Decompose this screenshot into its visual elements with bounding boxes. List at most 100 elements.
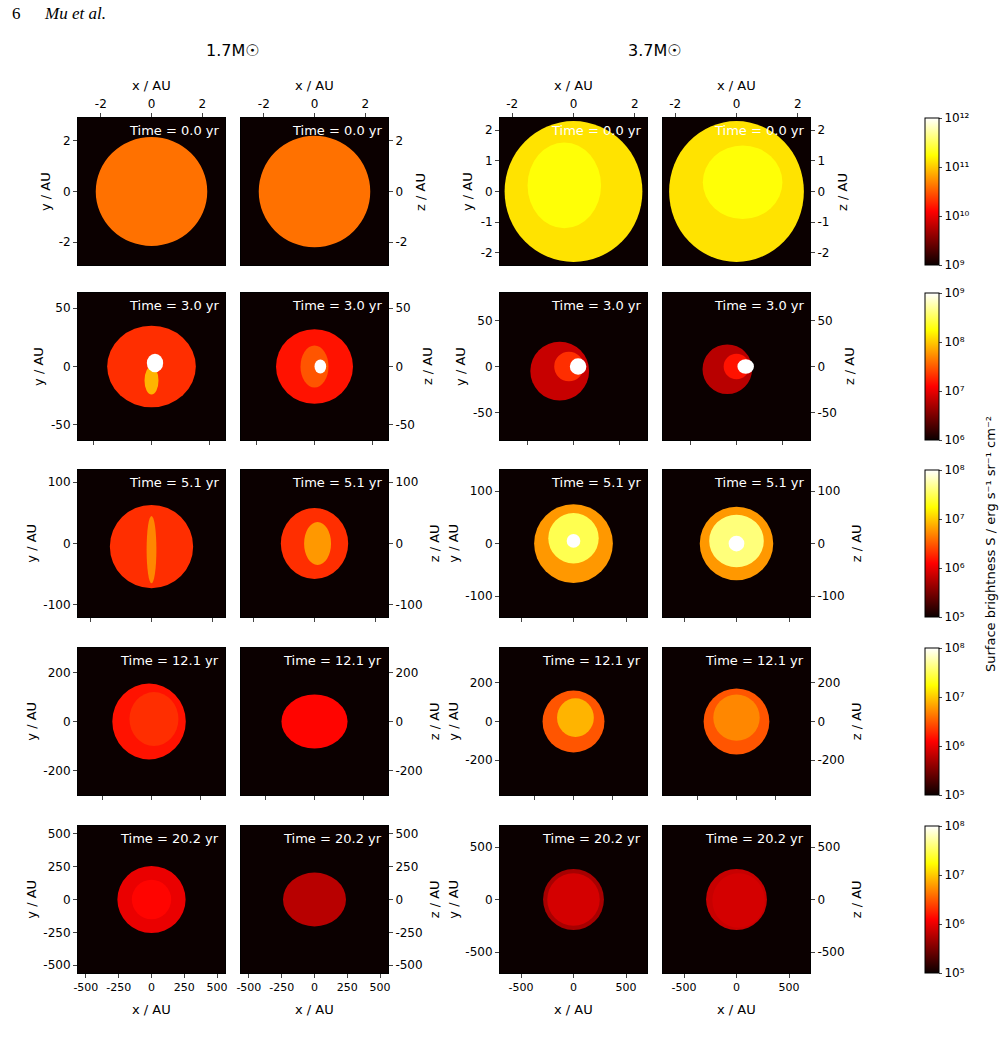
svg-text:Time = 3.0 yr: Time = 3.0 yr [551, 298, 641, 313]
svg-text:Time = 0.0 yr: Time = 0.0 yr [129, 123, 219, 138]
svg-text:50: 50 [477, 314, 492, 328]
svg-text:z / AU: z / AU [835, 173, 850, 211]
svg-text:x / AU: x / AU [295, 1002, 334, 1017]
svg-text:500: 500 [817, 840, 840, 854]
svg-text:0: 0 [485, 893, 493, 907]
svg-text:z / AU: z / AU [427, 524, 442, 562]
svg-text:x / AU: x / AU [554, 1002, 593, 1017]
svg-text:x / AU: x / AU [295, 78, 334, 93]
svg-text:200: 200 [817, 676, 840, 690]
svg-text:0: 0 [570, 981, 577, 994]
svg-text:Time = 5.1 yr: Time = 5.1 yr [129, 475, 219, 490]
svg-text:0: 0 [733, 981, 740, 994]
svg-text:0: 0 [63, 360, 71, 374]
svg-text:10⁷: 10⁷ [944, 512, 964, 526]
svg-text:-250: -250 [43, 926, 70, 940]
svg-text:Time = 5.1 yr: Time = 5.1 yr [714, 475, 804, 490]
svg-text:Time = 3.0 yr: Time = 3.0 yr [714, 298, 804, 313]
svg-text:10⁸: 10⁸ [944, 335, 964, 349]
svg-text:z / AU: z / AU [427, 880, 442, 918]
svg-text:2: 2 [794, 97, 802, 111]
svg-text:10¹¹: 10¹¹ [944, 160, 969, 174]
svg-text:-2: -2 [506, 97, 518, 111]
svg-text:-500: -500 [465, 945, 492, 959]
svg-text:x / AU: x / AU [717, 78, 756, 93]
svg-text:Time = 5.1 yr: Time = 5.1 yr [551, 475, 641, 490]
svg-text:500: 500 [616, 981, 637, 994]
svg-text:Time = 0.0 yr: Time = 0.0 yr [551, 123, 641, 138]
svg-text:500: 500 [779, 981, 800, 994]
svg-text:Time = 12.1 yr: Time = 12.1 yr [542, 653, 641, 668]
svg-text:y / AU: y / AU [31, 347, 46, 386]
svg-text:0: 0 [311, 981, 318, 994]
svg-text:10⁹: 10⁹ [944, 258, 964, 272]
svg-text:2: 2 [198, 97, 206, 111]
svg-text:z / AU: z / AU [842, 347, 857, 385]
svg-text:2: 2 [485, 123, 493, 137]
svg-text:-1: -1 [817, 215, 829, 229]
svg-text:y / AU: y / AU [38, 172, 53, 211]
svg-text:10⁸: 10⁸ [944, 463, 964, 477]
svg-text:Time = 12.1 yr: Time = 12.1 yr [705, 653, 804, 668]
svg-text:10⁷: 10⁷ [944, 690, 964, 704]
svg-text:Time = 20.2 yr: Time = 20.2 yr [542, 831, 641, 846]
svg-text:500: 500 [48, 827, 71, 841]
svg-text:Time = 20.2 yr: Time = 20.2 yr [120, 831, 219, 846]
svg-text:6: 6 [12, 4, 21, 23]
svg-text:-250: -250 [269, 981, 294, 994]
svg-text:z / AU: z / AU [849, 880, 864, 918]
svg-text:50: 50 [817, 314, 832, 328]
svg-text:10⁸: 10⁸ [944, 819, 964, 833]
svg-text:-50: -50 [51, 418, 71, 432]
svg-text:10⁷: 10⁷ [944, 868, 964, 882]
svg-text:x / AU: x / AU [132, 78, 171, 93]
svg-text:y / AU: y / AU [24, 524, 39, 563]
svg-text:10⁶: 10⁶ [944, 561, 964, 575]
svg-text:500: 500 [470, 840, 493, 854]
svg-text:0: 0 [485, 537, 493, 551]
svg-text:x / AU: x / AU [132, 1002, 171, 1017]
svg-text:0: 0 [817, 715, 825, 729]
svg-text:10⁶: 10⁶ [944, 917, 964, 931]
svg-text:0: 0 [485, 715, 493, 729]
svg-text:200: 200 [470, 676, 493, 690]
svg-text:-2: -2 [95, 97, 107, 111]
svg-text:-200: -200 [465, 753, 492, 767]
svg-text:0: 0 [485, 185, 493, 199]
svg-text:z / AU: z / AU [413, 173, 428, 211]
svg-text:10⁶: 10⁶ [944, 739, 964, 753]
svg-text:10¹⁰: 10¹⁰ [944, 209, 969, 223]
svg-text:1.7M☉: 1.7M☉ [206, 41, 260, 60]
svg-text:y / AU: y / AU [446, 524, 461, 563]
svg-text:0: 0 [817, 360, 825, 374]
svg-text:-100: -100 [465, 589, 492, 603]
svg-text:-250: -250 [395, 926, 422, 940]
svg-text:3.7M☉: 3.7M☉ [628, 41, 682, 60]
svg-text:y / AU: y / AU [446, 880, 461, 919]
svg-text:-2: -2 [481, 246, 493, 260]
svg-text:2: 2 [631, 97, 639, 111]
svg-text:Time = 12.1 yr: Time = 12.1 yr [120, 653, 219, 668]
svg-text:Time = 5.1 yr: Time = 5.1 yr [292, 475, 382, 490]
svg-text:2: 2 [817, 123, 825, 137]
svg-text:2: 2 [395, 134, 403, 148]
svg-text:-2: -2 [258, 97, 270, 111]
svg-text:0: 0 [63, 185, 71, 199]
svg-text:250: 250 [337, 981, 358, 994]
svg-text:y / AU: y / AU [446, 702, 461, 741]
svg-text:-2: -2 [669, 97, 681, 111]
svg-text:2: 2 [63, 134, 71, 148]
svg-text:0: 0 [63, 893, 71, 907]
svg-text:x / AU: x / AU [717, 1002, 756, 1017]
svg-text:100: 100 [395, 475, 418, 489]
svg-text:100: 100 [48, 475, 71, 489]
svg-text:250: 250 [395, 860, 418, 874]
svg-text:-1: -1 [481, 215, 493, 229]
svg-text:-500: -500 [509, 981, 534, 994]
svg-text:1: 1 [485, 154, 493, 168]
svg-text:Time = 0.0 yr: Time = 0.0 yr [714, 123, 804, 138]
svg-text:2: 2 [361, 97, 369, 111]
svg-text:0: 0 [395, 185, 403, 199]
svg-text:500: 500 [395, 827, 418, 841]
svg-text:0: 0 [817, 537, 825, 551]
